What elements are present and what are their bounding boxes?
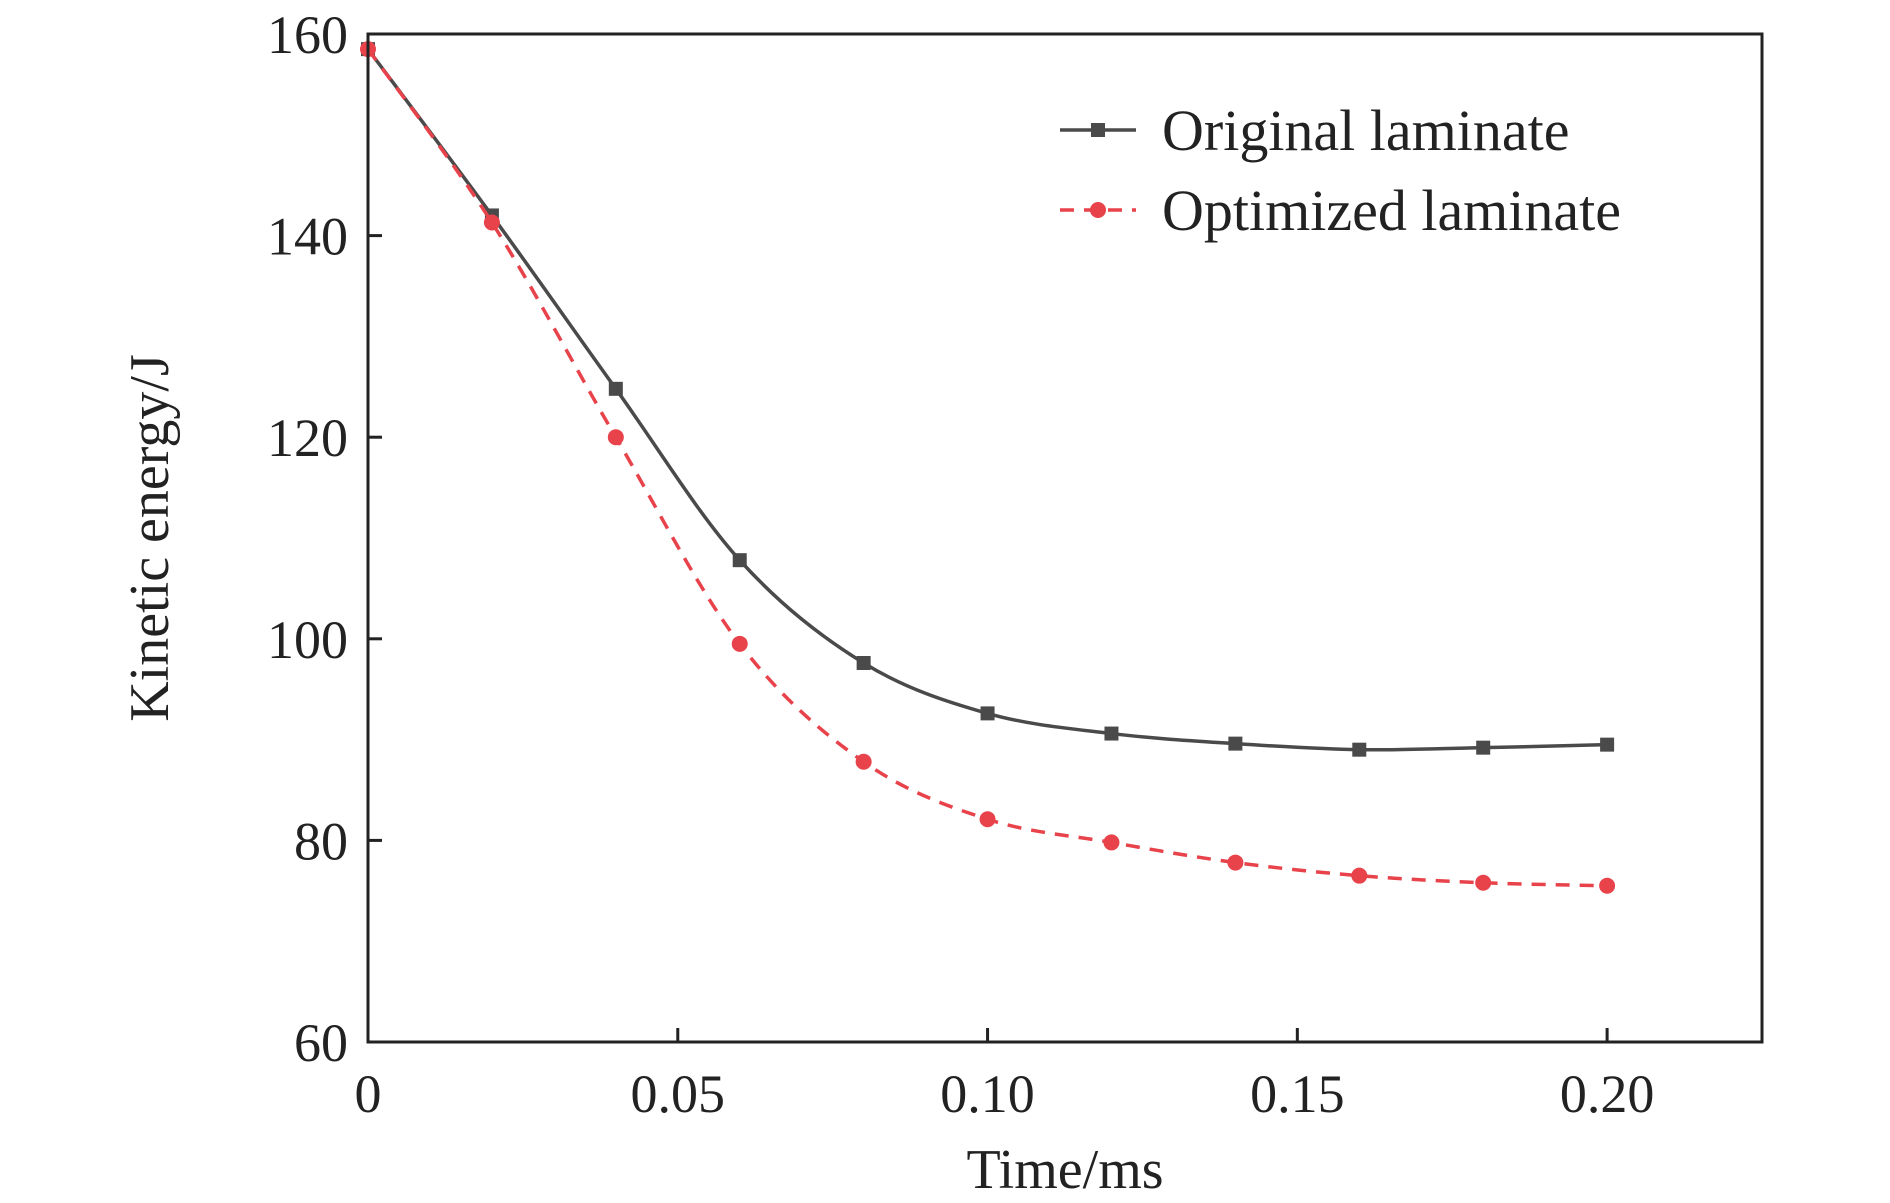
y-tick-label-1: 80 xyxy=(294,811,348,871)
series-1-point-8 xyxy=(1351,867,1368,884)
series-1-point-10 xyxy=(1599,877,1616,894)
y-tick-label-4: 140 xyxy=(267,207,348,267)
series-1-point-2 xyxy=(607,429,624,446)
series-0-point-2 xyxy=(608,381,623,396)
ticks-layer: 0 0.05 0.10 0.15 0.20 60 80 100 120 140 160 xyxy=(267,5,1654,1124)
series-1-point-4 xyxy=(855,753,872,770)
y-tick-label-0: 60 xyxy=(294,1013,348,1073)
x-tick-label-1: 0.05 xyxy=(631,1064,726,1124)
series-0-point-10 xyxy=(1600,737,1615,752)
legend: Original laminate Optimized laminate xyxy=(1060,98,1621,243)
series-1-point-6 xyxy=(1103,834,1120,851)
series-0-point-5 xyxy=(980,706,995,721)
x-tick-label-3: 0.15 xyxy=(1250,1064,1345,1124)
series-0-point-3 xyxy=(732,553,747,568)
series-1-point-3 xyxy=(731,635,748,652)
x-axis-label: Time/ms xyxy=(966,1139,1163,1201)
legend-label-0: Original laminate xyxy=(1162,98,1569,163)
series-1-point-1 xyxy=(483,214,500,231)
y-tick-label-5: 160 xyxy=(267,5,348,65)
series-1-point-9 xyxy=(1475,874,1492,891)
legend-marker-0 xyxy=(1091,123,1105,137)
series-0-point-6 xyxy=(1104,726,1119,741)
y-tick-label-3: 120 xyxy=(267,408,348,468)
series-1-point-5 xyxy=(979,811,996,828)
y-tick-label-2: 100 xyxy=(267,610,348,670)
series-0-point-4 xyxy=(856,655,871,670)
series-line-0 xyxy=(366,48,1608,752)
x-tick-label-4: 0.20 xyxy=(1560,1064,1655,1124)
x-tick-label-0: 0 xyxy=(355,1064,382,1124)
x-tick-label-2: 0.10 xyxy=(940,1064,1035,1124)
series-0-point-7 xyxy=(1228,736,1243,751)
series-1-point-7 xyxy=(1227,854,1244,871)
series-1 xyxy=(360,41,1616,894)
y-axis-label: Kinetic energy/J xyxy=(119,354,181,722)
series-line-1 xyxy=(366,48,1608,888)
series-0 xyxy=(361,42,1615,757)
series-0-point-8 xyxy=(1352,742,1367,757)
plot-frame xyxy=(366,32,1764,1044)
series-0-point-9 xyxy=(1476,740,1491,755)
legend-label-1: Optimized laminate xyxy=(1162,178,1621,243)
legend-marker-1 xyxy=(1090,202,1106,218)
series-layer xyxy=(360,41,1616,894)
